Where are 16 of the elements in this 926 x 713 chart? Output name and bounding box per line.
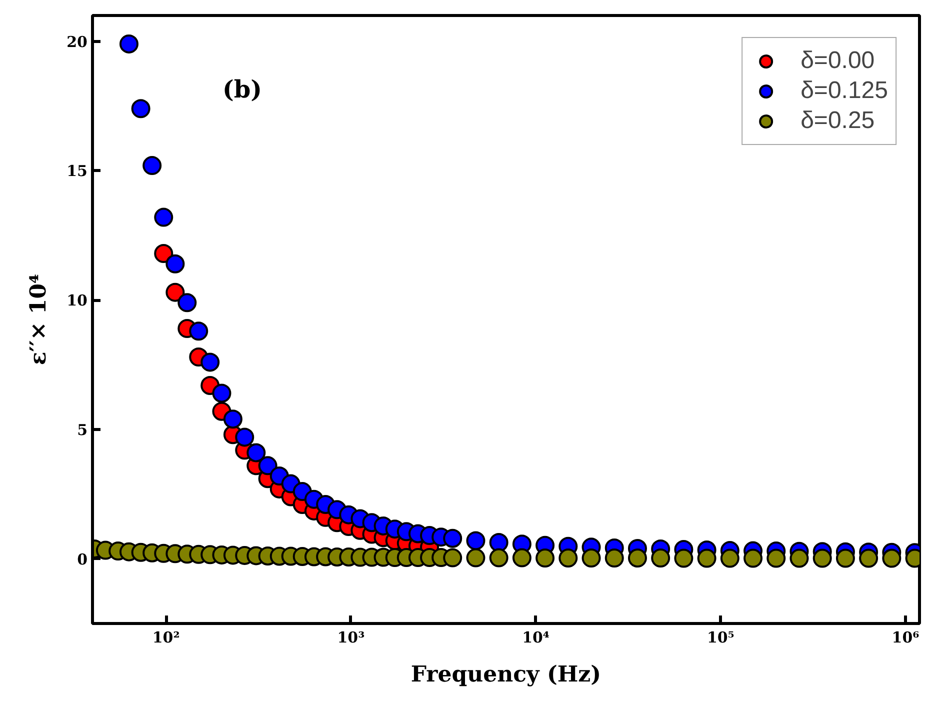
x-tick-label: 10² [152, 628, 180, 646]
y-tick-label: 20 [66, 32, 88, 51]
x-tick-label: 10⁶ [892, 628, 920, 646]
y-tick-label: 15 [66, 162, 88, 180]
y-tick-label: 5 [77, 420, 88, 439]
legend-label: δ=0.125 [800, 77, 888, 105]
annotation: (b) [222, 74, 262, 104]
legend-label: δ=0.25 [800, 107, 875, 135]
y-tick-label: 0 [77, 550, 88, 568]
y-tick-label: 10 [66, 292, 88, 310]
x-tick-label: 10⁵ [706, 628, 734, 646]
legend-label: δ=0.00 [800, 47, 875, 75]
y-axis-title: ε′′× 10⁴ [26, 274, 52, 366]
x-tick-label: 10⁴ [522, 628, 550, 646]
x-tick-label: 10³ [337, 628, 365, 646]
x-axis-title: Frequency (Hz) [410, 662, 602, 688]
